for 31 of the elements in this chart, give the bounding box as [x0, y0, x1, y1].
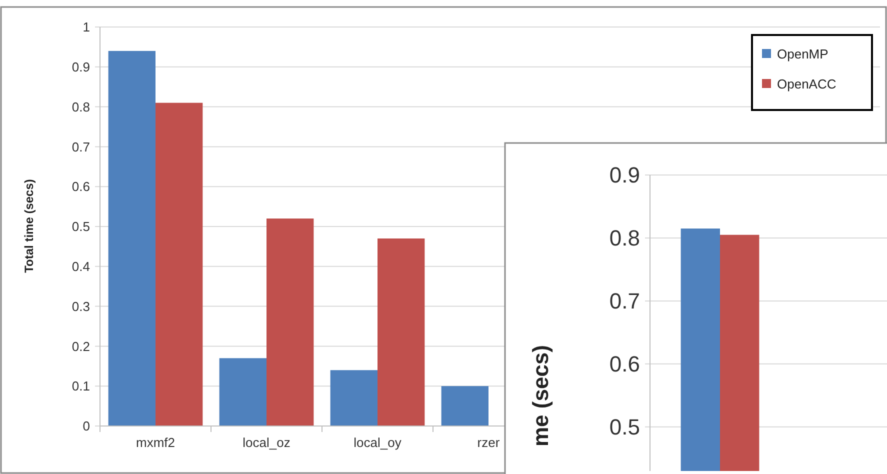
- bar: [219, 358, 266, 426]
- x-tick-label: local_oz: [242, 435, 290, 450]
- y-tick-label: 0.9: [609, 162, 640, 188]
- y-tick-label: 0.6: [72, 179, 90, 194]
- y-tick-label: 0.8: [609, 226, 640, 251]
- bar: [330, 370, 378, 426]
- bar: [156, 102, 203, 426]
- legend-label: OpenMP: [777, 46, 828, 62]
- bar: [441, 386, 488, 426]
- y-tick-label: 0.9: [72, 59, 90, 74]
- y-tick-label: 0.7: [609, 288, 640, 314]
- legend-label: OpenACC: [777, 76, 836, 92]
- y-tick-label: 0.7: [72, 139, 90, 154]
- y-tick-label: 0.5: [72, 219, 90, 234]
- bar: [108, 50, 156, 426]
- y-tick-label: 0.8: [72, 99, 90, 114]
- y-axis-title: me (secs): [528, 345, 553, 447]
- y-tick-label: 0.4: [72, 258, 90, 274]
- x-tick-label: mxmf2: [136, 435, 175, 450]
- y-axis-title: Total time (secs): [22, 179, 36, 273]
- y-tick-label: 0.6: [609, 352, 640, 377]
- y-tick-label: 0.1: [72, 378, 90, 394]
- y-tick-label: 0.2: [72, 338, 90, 354]
- bar: [378, 238, 425, 426]
- x-tick-label: rzer: [477, 435, 500, 450]
- y-tick-label: 1: [82, 20, 90, 35]
- x-tick-label: local_oy: [354, 435, 402, 450]
- bar: [266, 218, 314, 426]
- y-tick-label: 0.3: [72, 298, 90, 314]
- y-tick-label: 0: [82, 418, 90, 434]
- y-tick-label: 0.5: [609, 414, 640, 440]
